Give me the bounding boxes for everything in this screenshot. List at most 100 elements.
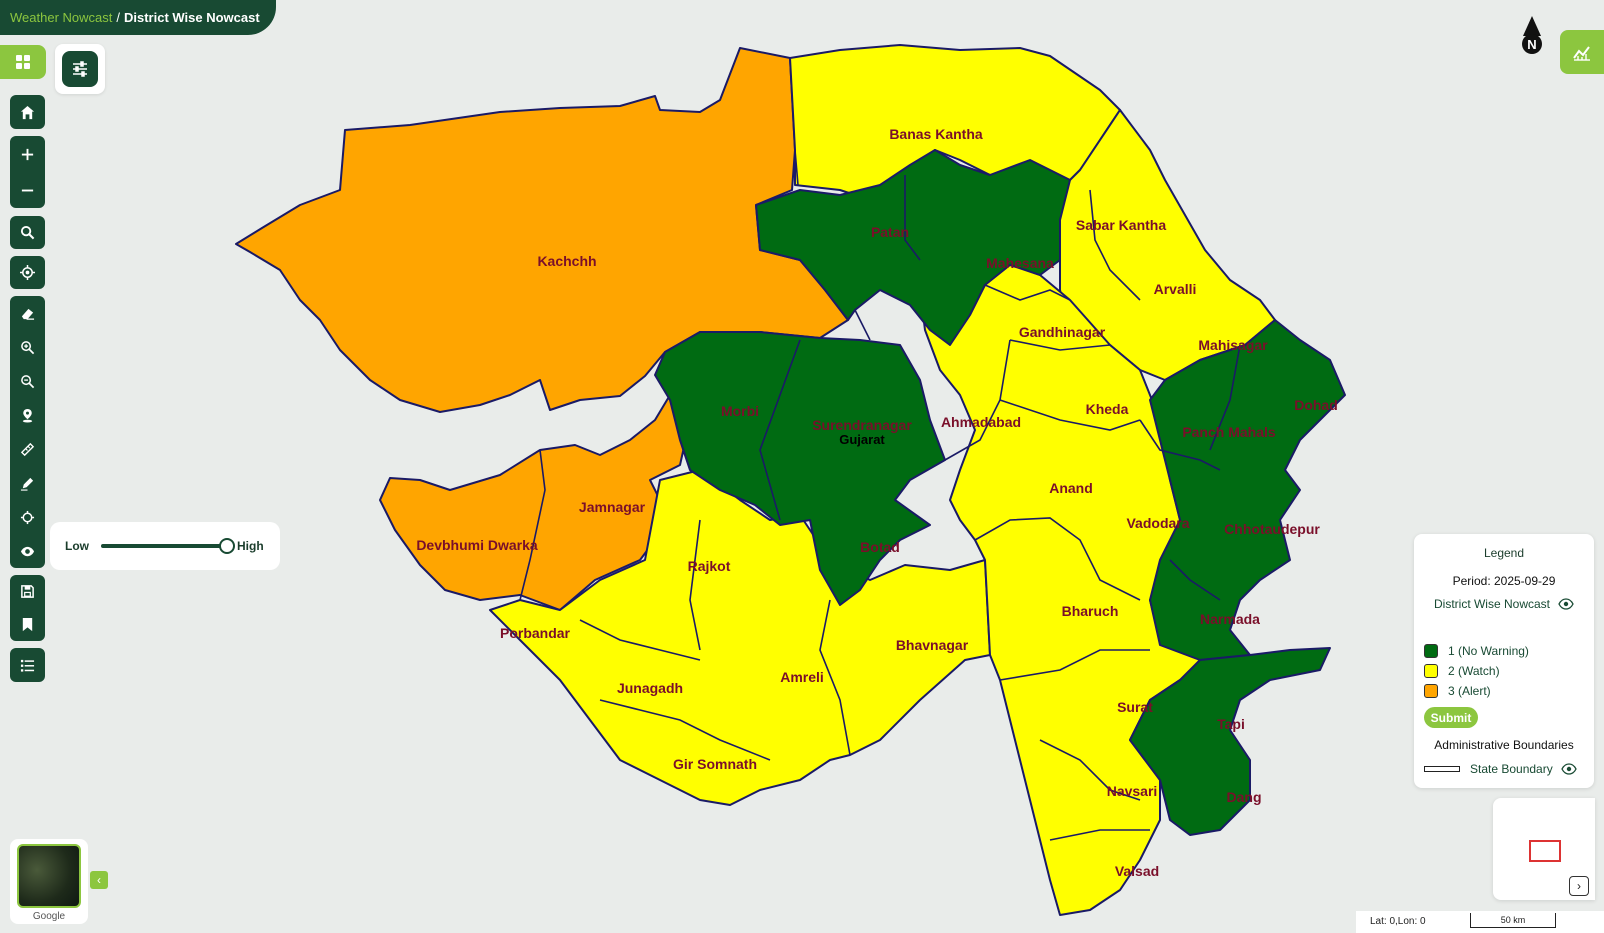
label-botad: Botad [860, 539, 900, 555]
submit-button[interactable]: Submit [1424, 707, 1478, 728]
locate-button[interactable] [10, 256, 45, 289]
legend-panel: Legend Period: 2025-09-29 District Wise … [1414, 534, 1594, 788]
district-morbi-surendranagar-botad [654, 331, 946, 606]
eye-icon[interactable] [1561, 763, 1577, 775]
legend-item-alert: 3 (Alert) [1424, 681, 1594, 701]
overview-toggle-button[interactable]: › [1569, 876, 1589, 896]
label-mahesana: Mahesana [986, 255, 1054, 271]
visibility-button[interactable] [20, 534, 35, 568]
label-porbandar: Porbandar [500, 625, 571, 641]
coordinates-readout: Lat: 0,Lon: 0 [1370, 916, 1426, 927]
chevron-right-icon: › [1577, 879, 1581, 893]
zoom-in-button[interactable] [20, 136, 35, 172]
district-tapi-dang [1129, 647, 1331, 836]
bookmark-button[interactable] [20, 608, 35, 641]
zoom-in-icon [21, 340, 35, 354]
label-panch-mahals: Panch Mahals [1182, 424, 1276, 440]
basemap-switcher[interactable]: Google [10, 839, 88, 924]
home-icon [20, 105, 35, 119]
legend-item-label: 3 (Alert) [1448, 684, 1491, 698]
label-surendranagar: Surendranagar [812, 417, 912, 433]
legend-title: Legend [1483, 546, 1525, 560]
state-boundary-item: State Boundary [1424, 762, 1594, 776]
basemap-label: Google [32, 911, 66, 922]
legend-layer-name: District Wise Nowcast [1433, 597, 1550, 611]
scale-label: 50 km [1500, 915, 1526, 925]
boundary-line-symbol [1424, 766, 1460, 772]
opacity-slider-panel: Low High [50, 522, 280, 570]
basemap-thumbnail[interactable] [17, 844, 81, 908]
bookmark-icon [22, 617, 33, 632]
legend-item-label: 2 (Watch) [1448, 664, 1500, 678]
eye-icon [20, 546, 35, 556]
legend-layer: District Wise Nowcast [1414, 597, 1594, 611]
legend-swatch [1424, 644, 1438, 658]
layers-grid-button[interactable] [0, 45, 46, 79]
label-tapi: Tapi [1217, 716, 1245, 732]
overview-extent-box[interactable] [1529, 840, 1561, 862]
eye-icon[interactable] [1558, 598, 1574, 610]
search-icon [20, 225, 35, 240]
eraser-button[interactable] [20, 296, 35, 330]
ruler-icon [20, 442, 35, 456]
slider-low-label: Low [65, 539, 89, 553]
label-junagadh: Junagadh [617, 680, 683, 696]
label-mahisagar: Mahisagar [1198, 337, 1268, 353]
draw-button[interactable] [20, 466, 35, 500]
label-jamnagar: Jamnagar [579, 499, 646, 515]
filter-button[interactable] [62, 51, 98, 87]
zoom-out-icon [21, 374, 35, 388]
point-button[interactable] [20, 500, 35, 534]
label-morbi: Morbi [721, 403, 759, 419]
save-button[interactable] [20, 575, 35, 608]
label-bharuch: Bharuch [1062, 603, 1119, 619]
breadcrumb: Weather Nowcast / District Wise Nowcast [0, 0, 276, 35]
zoom-in-box-button[interactable] [20, 330, 35, 364]
legend-swatch [1424, 664, 1438, 678]
label-sabar-kantha: Sabar Kantha [1076, 217, 1166, 233]
save-icon [21, 585, 34, 598]
eraser-icon [21, 308, 35, 320]
breadcrumb-separator: / [116, 10, 120, 25]
label-anand: Anand [1049, 480, 1093, 496]
sliders-icon [73, 61, 87, 77]
map-tools-group [10, 296, 45, 568]
district-patan-mahesana [755, 149, 1071, 346]
label-surat: Surat [1117, 699, 1153, 715]
slider-high-label: High [237, 539, 264, 553]
opacity-slider[interactable] [101, 538, 235, 554]
search-button[interactable] [10, 216, 45, 249]
label-gir-somnath: Gir Somnath [673, 756, 757, 772]
overview-map[interactable]: › [1493, 798, 1595, 900]
north-arrow-icon: N [1522, 16, 1542, 54]
map-pin-icon [22, 408, 33, 423]
file-tools-group [10, 575, 45, 641]
breadcrumb-link-weather-nowcast[interactable]: Weather Nowcast [10, 10, 113, 25]
label-patan: Patan [871, 224, 909, 240]
zoom-out-button[interactable] [20, 172, 35, 208]
label-kachchh: Kachchh [537, 253, 596, 269]
zoom-out-box-button[interactable] [20, 364, 35, 398]
crosshair-icon [20, 265, 35, 280]
pin-button[interactable] [20, 398, 35, 432]
analytics-button[interactable] [1560, 30, 1604, 74]
legend-item-label: 1 (No Warning) [1448, 644, 1529, 658]
slider-thumb[interactable] [219, 538, 235, 554]
label-vadodara: Vadodara [1126, 515, 1189, 531]
home-button[interactable] [10, 95, 45, 129]
list-button[interactable] [10, 648, 45, 682]
measure-button[interactable] [20, 432, 35, 466]
legend-period: Period: 2025-09-29 [1452, 574, 1556, 588]
label-dohad: Dohad [1294, 397, 1338, 413]
label-kheda: Kheda [1086, 401, 1129, 417]
legend-swatch [1424, 684, 1438, 698]
label-state-gujarat: Gujarat [839, 432, 885, 447]
label-valsad: Valsad [1115, 863, 1159, 879]
chevron-left-icon: ‹ [97, 873, 101, 887]
admin-boundaries-title: Administrative Boundaries [1434, 738, 1574, 752]
basemap-expand-button[interactable]: ‹ [90, 871, 108, 889]
pen-icon [20, 477, 34, 491]
filter-panel [55, 44, 105, 94]
scale-bar: 50 km [1470, 913, 1556, 928]
